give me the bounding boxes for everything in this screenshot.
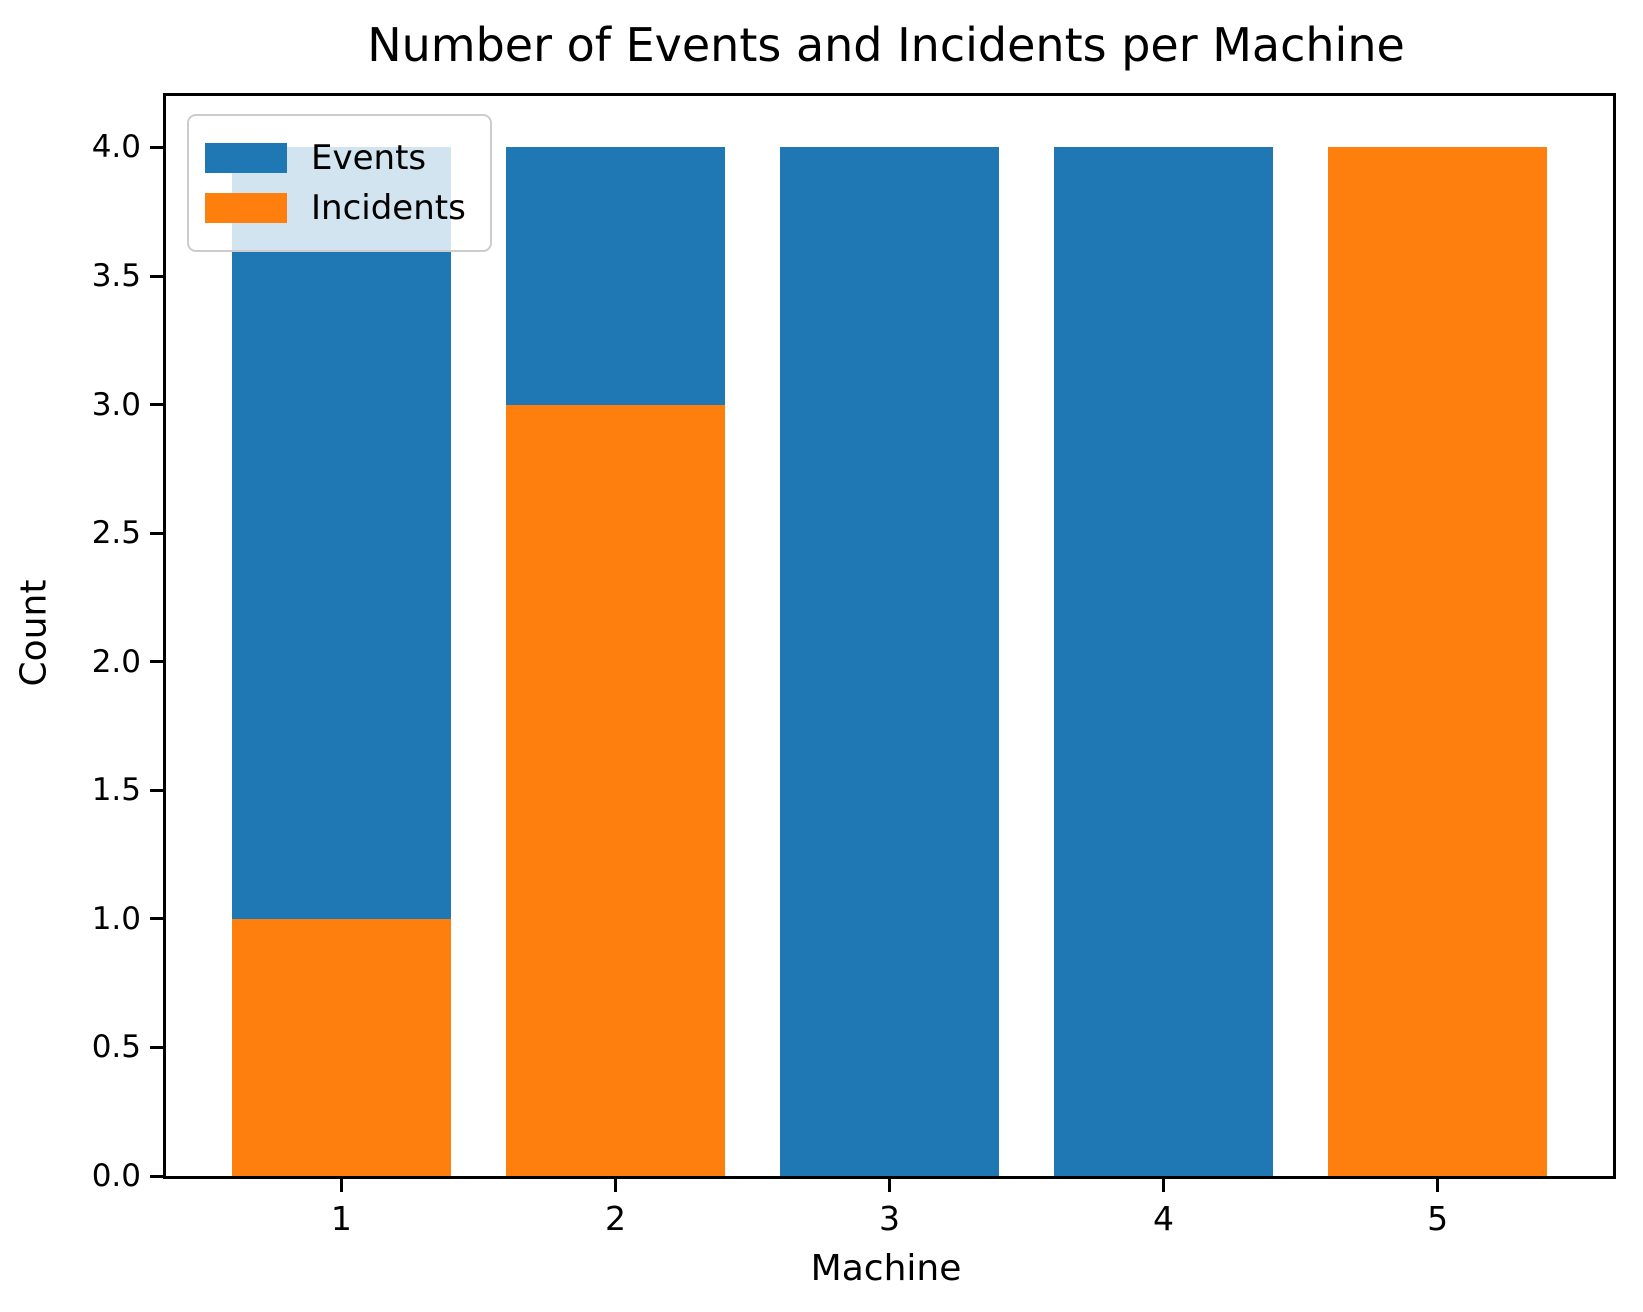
bar-incidents-machine-1 [231,918,451,1176]
bar-incidents-machine-5 [1327,147,1548,1176]
x-tick-mark [888,1179,891,1192]
legend-swatch-events [205,143,287,174]
y-tick-mark [150,1174,163,1178]
y-tick-mark [150,917,163,921]
y-tick-mark [150,531,163,535]
legend-entry-events: Events [205,136,466,180]
y-tick-label: 2.5 [91,515,141,552]
y-tick-label: 0.5 [91,1029,141,1066]
y-tick-mark [150,403,163,407]
x-tick-mark [1162,1179,1166,1192]
bar-events-machine-3 [779,147,1000,1176]
y-tick-mark [150,145,163,149]
y-tick-mark [150,660,163,664]
y-tick-label: 3.5 [91,258,141,294]
y-tick-label: 1.5 [91,772,141,809]
y-tick-mark [150,274,163,278]
y-tick-label: 3.0 [91,386,141,423]
x-tick-label: 2 [604,1199,626,1238]
chart-title: Number of Events and Incidents per Machi… [367,18,1405,72]
x-tick-label: 4 [1153,1199,1175,1238]
y-tick-mark [150,788,163,792]
legend: Events Incidents [187,114,492,253]
x-tick-label: 1 [330,1199,352,1238]
bar-events-machine-4 [1053,147,1274,1176]
y-tick-mark [150,1045,163,1049]
legend-label-events: Events [311,138,427,178]
bars-layer [166,96,1613,1176]
legend-items: Events Incidents [205,136,466,230]
bar-incidents-machine-2 [505,404,726,1176]
x-tick-mark [339,1179,343,1192]
x-tick-label: 5 [1427,1199,1449,1238]
y-tick-label: 2.0 [91,643,141,680]
plot-area: 0.0 0.5 1.0 1.5 2.0 2.5 3.0 3.5 4.0 1 2 3 4 5 Events I… [92,93,1616,1235]
x-axis-label: Machine [810,1248,962,1289]
y-tick-label: 0.0 [91,1158,141,1194]
y-tick-label: 4.0 [91,129,141,166]
legend-swatch-incidents [205,193,287,224]
axis-layer: 0.0 0.5 1.0 1.5 2.0 2.5 3.0 3.5 4.0 1 2 3 4 5 [92,96,1613,1235]
x-tick-mark [613,1179,617,1192]
legend-label-incidents: Incidents [311,188,466,229]
legend-entry-incidents: Incidents [205,186,466,230]
x-tick-label: 3 [879,1199,900,1238]
y-tick-label: 1.0 [91,900,141,937]
x-tick-mark [1436,1179,1440,1192]
